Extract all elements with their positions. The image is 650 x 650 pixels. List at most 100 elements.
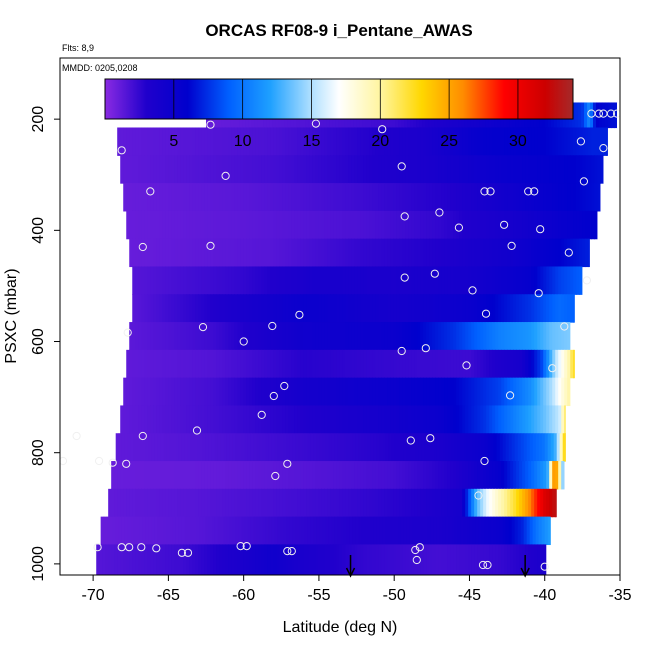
heat-cell bbox=[429, 377, 433, 407]
heat-cell bbox=[138, 183, 142, 212]
heat-cell bbox=[192, 488, 196, 518]
heat-cell bbox=[400, 433, 405, 462]
heat-cell bbox=[270, 183, 274, 212]
heat-cell bbox=[357, 322, 361, 351]
heat-cell bbox=[132, 322, 136, 351]
heat-cell bbox=[438, 377, 442, 407]
heat-cell bbox=[469, 433, 474, 462]
heat-cell bbox=[354, 183, 358, 212]
heat-cell bbox=[486, 405, 490, 434]
heat-cell bbox=[498, 294, 502, 323]
heat-cell bbox=[147, 377, 151, 407]
heat-cell bbox=[555, 210, 559, 240]
heat-cell bbox=[330, 266, 334, 295]
heat-cell bbox=[432, 155, 436, 184]
heat-cell bbox=[186, 544, 190, 575]
heat-cell bbox=[219, 377, 223, 407]
heat-cell bbox=[259, 433, 264, 462]
sample-point bbox=[468, 286, 477, 295]
heat-cell bbox=[445, 433, 450, 462]
heat-cell bbox=[372, 544, 376, 575]
sample-point bbox=[242, 542, 251, 551]
heat-cell bbox=[309, 349, 313, 379]
sample-point bbox=[397, 162, 406, 171]
heat-cell bbox=[183, 127, 187, 156]
heat-cell bbox=[132, 544, 136, 575]
heat-cell bbox=[504, 266, 508, 295]
heat-cell bbox=[291, 405, 295, 434]
heat-cell bbox=[246, 488, 250, 518]
heat-cell bbox=[345, 183, 349, 212]
heat-cell bbox=[288, 488, 292, 518]
heat-cell bbox=[189, 322, 193, 351]
heat-cell bbox=[294, 210, 298, 240]
heat-cell bbox=[405, 544, 409, 575]
heat-cell bbox=[585, 238, 589, 268]
heat-cell bbox=[331, 433, 336, 462]
heat-cell bbox=[324, 183, 328, 212]
heat-cell bbox=[378, 405, 382, 434]
heat-cell bbox=[342, 405, 346, 434]
heat-cell bbox=[318, 377, 322, 407]
heat-cell bbox=[378, 155, 382, 184]
heat-cell bbox=[312, 544, 316, 575]
heat-cell bbox=[124, 433, 129, 462]
heat-cell bbox=[313, 433, 318, 462]
heat-cell bbox=[415, 516, 420, 546]
heat-cell bbox=[156, 238, 160, 268]
heat-cell bbox=[343, 433, 348, 462]
heat-cell bbox=[163, 516, 168, 546]
heat-cell bbox=[561, 183, 565, 212]
heat-cell bbox=[228, 405, 232, 434]
heat-cell bbox=[354, 349, 358, 379]
heat-cell bbox=[408, 155, 412, 184]
heat-cell bbox=[138, 461, 142, 490]
heat-cell bbox=[285, 238, 289, 268]
heat-cell bbox=[222, 377, 226, 407]
heat-cell bbox=[126, 349, 130, 379]
heat-cell bbox=[342, 322, 346, 351]
heat-cell bbox=[201, 210, 205, 240]
heat-cell bbox=[472, 516, 477, 546]
heat-cell bbox=[561, 294, 565, 323]
heat-cell bbox=[408, 405, 412, 434]
heat-cell bbox=[519, 349, 523, 379]
sample-point bbox=[123, 328, 132, 337]
heat-cell bbox=[277, 433, 282, 462]
heat-cell bbox=[297, 294, 301, 323]
heat-cell bbox=[540, 322, 544, 351]
heat-cell bbox=[123, 127, 127, 156]
heat-cell bbox=[468, 238, 472, 268]
heat-cell bbox=[382, 516, 387, 546]
heat-cell bbox=[198, 183, 202, 212]
heat-cell bbox=[471, 127, 475, 156]
sample-point bbox=[287, 547, 296, 556]
heat-cell bbox=[510, 238, 514, 268]
heat-cell bbox=[318, 461, 322, 490]
heat-cell bbox=[570, 183, 574, 212]
heat-cell bbox=[285, 544, 289, 575]
heat-cell bbox=[285, 322, 289, 351]
heat-cell bbox=[135, 127, 139, 156]
heat-cell bbox=[264, 127, 268, 156]
heat-cell bbox=[285, 405, 289, 434]
heat-cell bbox=[594, 210, 598, 240]
heat-cell bbox=[522, 488, 526, 518]
heat-cell bbox=[581, 102, 585, 129]
heat-cell bbox=[114, 544, 118, 575]
heat-cell bbox=[147, 294, 151, 323]
heat-cell bbox=[519, 183, 523, 212]
heat-cell bbox=[216, 238, 220, 268]
heat-cell bbox=[575, 102, 579, 129]
heat-cell bbox=[213, 377, 217, 407]
heat-cell bbox=[537, 266, 541, 295]
heat-cell bbox=[324, 294, 328, 323]
heat-cell bbox=[228, 349, 232, 379]
heat-cell bbox=[588, 183, 592, 212]
heat-cell bbox=[555, 377, 559, 407]
heat-cell bbox=[315, 210, 319, 240]
heat-cell bbox=[261, 461, 265, 490]
heat-cell bbox=[315, 544, 319, 575]
heat-cell bbox=[426, 155, 430, 184]
heat-cell bbox=[225, 405, 229, 434]
